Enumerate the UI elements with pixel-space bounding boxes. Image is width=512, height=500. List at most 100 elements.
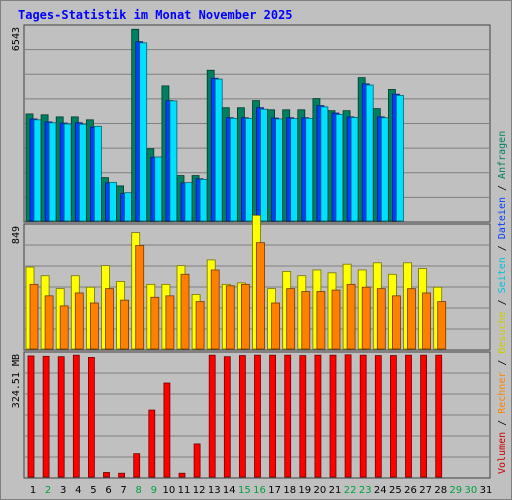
bar-rechner-day-11 — [180, 273, 190, 350]
bar-seiten-day-23 — [365, 84, 374, 222]
legend-text: Volumen / Rechner / Besuche / Seiten / D… — [497, 131, 508, 474]
x-tick-label: 7 — [120, 485, 126, 496]
bar-rechner-day-1 — [29, 283, 39, 350]
x-tick-label: 13 — [208, 485, 221, 496]
bar-rechner-day-14 — [225, 285, 235, 350]
bar-volumen-day-25 — [389, 355, 397, 478]
bar-rechner-day-17 — [271, 302, 281, 350]
bar-rechner-day-12 — [195, 301, 205, 350]
bar-volumen-day-19 — [299, 355, 307, 478]
bar-volumen-day-3 — [57, 356, 65, 478]
x-tick-label: 2 — [45, 485, 51, 496]
bar-volumen-day-27 — [420, 354, 428, 478]
x-tick-label: 9 — [151, 485, 157, 496]
bar-rechner-day-2 — [44, 295, 54, 350]
x-tick-label: 17 — [268, 485, 281, 496]
legend-item: / — [497, 414, 508, 432]
bar-volumen-day-10 — [163, 382, 171, 478]
x-tick-label: 23 — [359, 485, 372, 496]
bar-seiten-day-7 — [124, 192, 132, 222]
x-tick-label: 15 — [238, 485, 251, 496]
bar-rechner-day-16 — [256, 242, 265, 350]
legend-item: Besuche — [497, 311, 508, 353]
panel-volume: 324.51 MB — [11, 351, 491, 479]
panel-hits: 6543 — [11, 24, 491, 223]
bar-seiten-day-16 — [260, 108, 268, 222]
bar-seiten-day-17 — [275, 118, 284, 222]
legend-item: Seiten — [497, 257, 508, 293]
x-tick-label: 27 — [419, 485, 432, 496]
bar-volumen-day-1 — [27, 355, 35, 478]
legend-item: Anfragen — [497, 131, 508, 179]
bar-seiten-day-12 — [199, 179, 208, 222]
bar-seiten-day-20 — [320, 106, 329, 222]
bar-seiten-day-18 — [290, 118, 299, 222]
bar-rechner-day-13 — [210, 269, 220, 350]
legend-item: Dateien — [497, 197, 508, 239]
x-tick-label: 29 — [449, 485, 462, 496]
x-tick-label: 19 — [298, 485, 311, 496]
bar-seiten-day-13 — [214, 78, 223, 222]
x-tick-label: 20 — [314, 485, 327, 496]
bar-seiten-day-21 — [335, 114, 344, 222]
bar-rechner-day-7 — [120, 299, 129, 350]
bar-rechner-day-20 — [316, 291, 326, 350]
legend-item: / — [497, 179, 508, 197]
x-tick-label: 18 — [283, 485, 296, 496]
y-max-label: 324.51 MB — [11, 354, 22, 408]
bar-volumen-day-18 — [284, 354, 292, 478]
bar-volumen-day-11 — [178, 472, 186, 478]
bar-rechner-day-18 — [286, 288, 296, 350]
bar-volumen-day-16 — [254, 354, 261, 478]
bar-seiten-day-3 — [63, 123, 72, 222]
bar-rechner-day-26 — [407, 288, 416, 350]
x-tick-label: 25 — [389, 485, 402, 496]
bar-seiten-day-19 — [305, 117, 314, 222]
legend-item: / — [497, 354, 508, 372]
bar-volumen-day-20 — [314, 354, 322, 478]
legend-item: Rechner — [497, 372, 508, 414]
bar-volumen-day-26 — [405, 354, 412, 478]
bar-rechner-day-8 — [135, 245, 145, 350]
bar-rechner-day-6 — [105, 288, 114, 350]
x-tick-label: 11 — [178, 485, 191, 496]
x-tick-label: 24 — [374, 485, 387, 496]
x-tick-label: 10 — [163, 485, 176, 496]
bar-seiten-day-8 — [139, 42, 148, 222]
bar-rechner-day-9 — [150, 296, 160, 350]
bar-rechner-day-15 — [240, 283, 250, 350]
bar-volumen-day-28 — [435, 354, 443, 478]
x-tick-label: 21 — [329, 485, 342, 496]
x-tick-label: 16 — [253, 485, 266, 496]
x-tick-label: 22 — [344, 485, 357, 496]
bar-volumen-day-24 — [374, 355, 382, 478]
x-tick-label: 1 — [30, 485, 36, 496]
bar-seiten-day-2 — [48, 122, 57, 222]
bar-rechner-day-23 — [361, 286, 371, 350]
bar-seiten-day-24 — [380, 117, 389, 222]
bar-rechner-day-19 — [301, 291, 311, 350]
panel-visits: 849 — [11, 214, 491, 351]
x-tick-label: 5 — [90, 485, 96, 496]
bar-seiten-day-5 — [94, 125, 102, 222]
chart-title: Tages-Statistik im Monat November 2025 — [18, 8, 293, 22]
bar-volumen-day-12 — [193, 443, 201, 478]
y-max-label: 849 — [11, 226, 22, 244]
legend-item: Volumen — [497, 432, 508, 474]
bar-volumen-day-2 — [42, 355, 50, 478]
x-axis-labels: 1 2 3 4 5 6 7 8 9 10 11 12 13 14 15 16 17 18 19 20 21 22 23 24 2… — [30, 485, 493, 496]
bar-rechner-day-5 — [90, 302, 99, 350]
bar-volumen-day-8 — [133, 453, 141, 478]
bar-rechner-day-28 — [437, 301, 447, 350]
bar-volumen-day-17 — [269, 354, 277, 478]
bar-rechner-day-3 — [59, 305, 69, 350]
x-tick-label: 3 — [60, 485, 66, 496]
legend-item: / — [497, 293, 508, 311]
bar-seiten-day-11 — [184, 182, 193, 222]
bar-rechner-day-22 — [346, 283, 356, 350]
bar-volumen-day-9 — [148, 409, 156, 478]
bar-volumen-day-14 — [223, 356, 231, 478]
y-max-label: 6543 — [11, 27, 22, 51]
x-tick-label: 31 — [480, 485, 493, 496]
